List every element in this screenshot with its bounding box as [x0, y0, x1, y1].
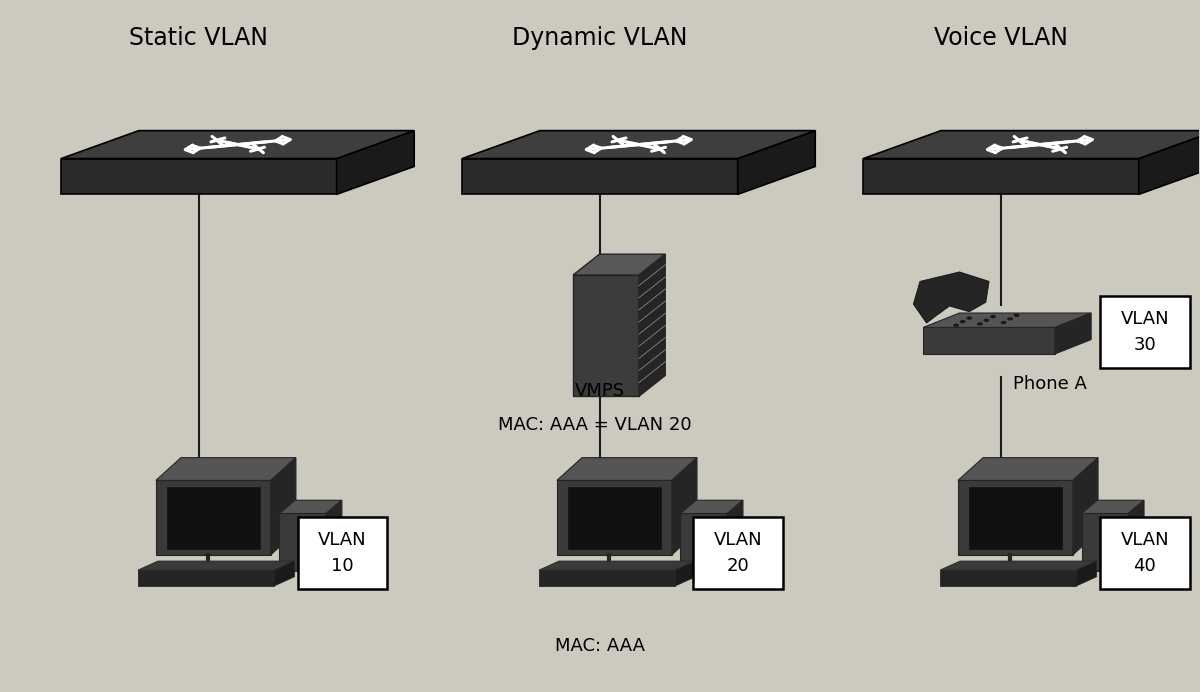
Polygon shape: [727, 500, 743, 572]
Polygon shape: [1139, 131, 1200, 194]
Polygon shape: [280, 500, 342, 513]
Polygon shape: [557, 457, 697, 480]
Polygon shape: [462, 131, 815, 158]
Polygon shape: [539, 561, 696, 570]
Polygon shape: [958, 480, 1073, 555]
Polygon shape: [539, 570, 676, 586]
Polygon shape: [968, 486, 1062, 549]
Polygon shape: [568, 486, 661, 549]
Polygon shape: [1081, 513, 1128, 572]
Text: Dynamic VLAN: Dynamic VLAN: [512, 26, 688, 50]
Polygon shape: [462, 158, 738, 194]
Text: VLAN
20: VLAN 20: [713, 531, 762, 575]
Polygon shape: [676, 561, 696, 586]
Polygon shape: [940, 570, 1076, 586]
Text: MAC: AAA: MAC: AAA: [554, 637, 646, 655]
Polygon shape: [138, 570, 275, 586]
Text: MAC: AAA = VLAN 20: MAC: AAA = VLAN 20: [498, 417, 692, 435]
Circle shape: [966, 316, 972, 320]
Circle shape: [1007, 317, 1013, 320]
Bar: [1100, 296, 1189, 368]
Polygon shape: [738, 131, 815, 194]
Circle shape: [1001, 321, 1007, 325]
Polygon shape: [1076, 561, 1097, 586]
Polygon shape: [337, 131, 414, 194]
Text: VLAN
30: VLAN 30: [1121, 310, 1169, 354]
Polygon shape: [138, 561, 294, 570]
Polygon shape: [940, 561, 1097, 570]
Polygon shape: [156, 457, 296, 480]
Polygon shape: [61, 158, 337, 194]
Polygon shape: [1055, 313, 1091, 354]
Polygon shape: [923, 313, 1091, 327]
Polygon shape: [61, 131, 414, 158]
Bar: [692, 517, 782, 589]
Circle shape: [977, 322, 983, 326]
Circle shape: [1014, 313, 1020, 317]
Polygon shape: [923, 327, 1055, 354]
Polygon shape: [557, 480, 672, 555]
Polygon shape: [574, 275, 638, 397]
Polygon shape: [275, 561, 294, 586]
Polygon shape: [680, 513, 727, 572]
Circle shape: [984, 318, 989, 322]
Bar: [298, 517, 388, 589]
Polygon shape: [958, 457, 1098, 480]
Circle shape: [960, 320, 966, 323]
Polygon shape: [1128, 500, 1144, 572]
Text: Static VLAN: Static VLAN: [130, 26, 269, 50]
Text: VLAN
10: VLAN 10: [318, 531, 367, 575]
Polygon shape: [271, 457, 296, 555]
Polygon shape: [680, 500, 743, 513]
Text: Phone A: Phone A: [1013, 375, 1087, 393]
Polygon shape: [638, 254, 665, 397]
Text: VLAN
40: VLAN 40: [1121, 531, 1169, 575]
Text: VMPS: VMPS: [575, 382, 625, 400]
Polygon shape: [156, 480, 271, 555]
Bar: [1100, 517, 1189, 589]
Polygon shape: [863, 131, 1200, 158]
Polygon shape: [863, 158, 1139, 194]
Polygon shape: [672, 457, 697, 555]
Polygon shape: [326, 500, 342, 572]
Text: Voice VLAN: Voice VLAN: [934, 26, 1068, 50]
Circle shape: [990, 315, 996, 318]
Circle shape: [953, 324, 959, 327]
Polygon shape: [280, 513, 326, 572]
Polygon shape: [913, 272, 989, 323]
Polygon shape: [167, 486, 260, 549]
Polygon shape: [574, 254, 665, 275]
Polygon shape: [1073, 457, 1098, 555]
Polygon shape: [1081, 500, 1144, 513]
